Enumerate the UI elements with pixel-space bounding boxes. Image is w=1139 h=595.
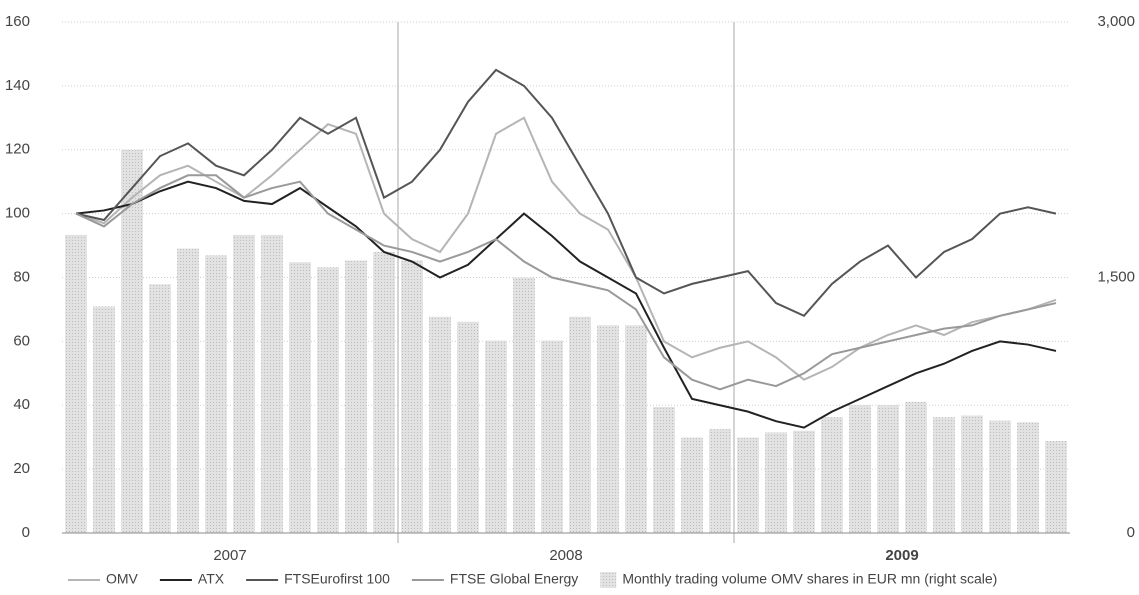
bar [625,325,647,533]
y-tick-label: 160 [5,13,30,30]
series-line [75,180,1057,429]
bar [597,325,619,533]
bar [205,255,227,533]
y2-tick-label: 3,000 [1097,13,1135,30]
bar [485,340,507,533]
y2-tick-label: 0 [1127,524,1135,541]
series-line [75,68,1057,318]
bar [1045,441,1067,533]
bar [345,260,367,533]
bar [653,406,675,533]
legend-swatch [600,572,617,588]
bar [765,432,787,533]
x-year-label: 2008 [549,547,582,564]
y-tick-label: 100 [5,205,30,222]
bar [849,405,871,533]
legend-label: FTSEurofirst 100 [284,571,390,587]
bar [821,417,843,533]
bar [709,429,731,533]
bar [121,149,143,533]
bar [373,251,395,533]
y-tick-label: 20 [13,460,30,477]
y-tick-label: 40 [13,396,30,413]
bar [905,401,927,533]
bar [1017,422,1039,533]
bar [569,316,591,533]
y-tick-label: 80 [13,268,30,285]
bar [681,437,703,533]
bar [149,284,171,533]
bar [261,234,283,533]
y-tick-label: 60 [13,332,30,349]
legend-label: FTSE Global Energy [450,571,578,587]
bar [989,420,1011,533]
bar [93,306,115,533]
bar [65,234,87,533]
x-year-label: 2007 [213,547,246,564]
bar [793,430,815,533]
y-tick-label: 120 [5,141,30,158]
y-tick-label: 0 [22,524,30,541]
bar [933,417,955,533]
bar [401,260,423,533]
legend-label: ATX [198,571,225,587]
bar [233,234,255,533]
bar [429,316,451,533]
bar [177,248,199,533]
bar [541,340,563,533]
bar [457,321,479,533]
bar [289,262,311,533]
y2-tick-label: 1,500 [1097,268,1135,285]
bar [317,267,339,533]
x-year-label: 2009 [885,547,918,564]
bar [961,415,983,533]
bar [877,405,899,533]
bar [513,277,535,533]
y-tick-label: 140 [5,77,30,94]
series-line [75,174,1057,391]
legend-label: Monthly trading volume OMV shares in EUR… [622,571,997,587]
legend-label: OMV [106,571,139,587]
bar [737,437,759,533]
